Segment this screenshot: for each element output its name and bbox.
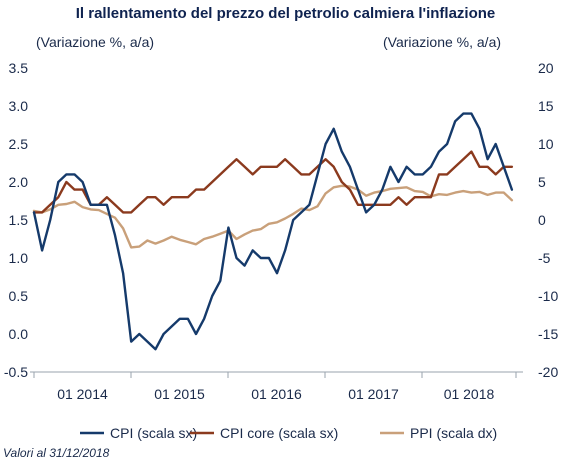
left-tick-label: 0.5 xyxy=(9,288,29,304)
legend: CPI (scala sx) CPI core (scala sx) PPI (sc… xyxy=(80,425,497,441)
left-axis-unit-label: (Variazione %, a/a) xyxy=(36,34,155,50)
right-tick-label: -15 xyxy=(538,326,558,342)
right-tick-label: 5 xyxy=(538,174,546,190)
x-tick-label: 01 2018 xyxy=(444,386,495,402)
x-tick-label: 01 2016 xyxy=(251,386,302,402)
right-tick-label: 10 xyxy=(538,136,554,152)
series-line-0 xyxy=(32,112,514,351)
left-tick-label: 0.0 xyxy=(9,326,29,342)
chart-title: Il rallentamento del prezzo del petrolio… xyxy=(75,5,496,22)
left-tick-label: 2.5 xyxy=(9,136,29,152)
source-note: Valori al 31/12/2018 xyxy=(3,446,110,460)
series-lines xyxy=(32,112,514,351)
legend-label: PPI (scala dx) xyxy=(410,425,497,441)
right-axis-ticks: 20 15 10 5 0 -5 -10 -15 -20 xyxy=(538,60,558,380)
left-tick-label: 1.5 xyxy=(9,212,29,228)
x-axis-ticks: 01 2014 01 2015 01 2016 01 2017 01 2018 xyxy=(33,372,517,402)
legend-label: CPI core (scala sx) xyxy=(220,425,338,441)
series-line-2 xyxy=(32,184,514,249)
right-tick-label: -10 xyxy=(538,288,558,304)
right-tick-label: 0 xyxy=(538,212,546,228)
right-tick-label: 20 xyxy=(538,60,554,76)
left-axis-ticks: 3.5 3.0 2.5 2.0 1.5 1.0 0.5 0.0 -0.5 xyxy=(4,60,28,380)
left-tick-label: -0.5 xyxy=(4,364,28,380)
right-axis-unit-label: (Variazione %, a/a) xyxy=(383,34,502,50)
series-line-1 xyxy=(32,150,514,214)
right-tick-label: -5 xyxy=(538,250,551,266)
left-tick-label: 1.0 xyxy=(9,250,29,266)
right-tick-label: 15 xyxy=(538,98,554,114)
x-tick-label: 01 2014 xyxy=(57,386,108,402)
left-tick-label: 2.0 xyxy=(9,174,29,190)
right-tick-label: -20 xyxy=(538,364,558,380)
left-tick-label: 3.0 xyxy=(9,98,29,114)
x-tick-label: 01 2015 xyxy=(154,386,205,402)
legend-label: CPI (scala sx) xyxy=(110,425,197,441)
x-tick-label: 01 2017 xyxy=(348,386,399,402)
left-tick-label: 3.5 xyxy=(9,60,29,76)
